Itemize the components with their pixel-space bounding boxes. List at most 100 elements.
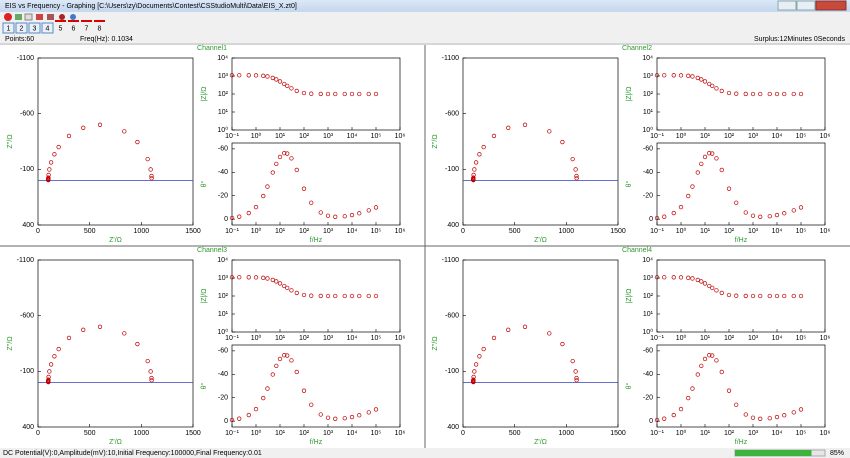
x-tick-label: 10¹ [700, 335, 711, 342]
data-point [342, 214, 347, 219]
channel-label[interactable]: 7 [85, 25, 89, 32]
x-tick-label: 10⁵ [371, 228, 382, 235]
channel-button-label[interactable]: 2 [20, 25, 24, 32]
x-tick-label: 10¹ [275, 430, 286, 437]
data-point [690, 276, 695, 281]
data-point [702, 79, 708, 84]
x-tick-label: 10² [299, 430, 310, 437]
data-point [750, 213, 756, 218]
data-point [560, 139, 565, 145]
data-point [791, 293, 796, 299]
x-tick-label: 10⁴ [347, 133, 358, 140]
data-point [253, 275, 259, 280]
data-point [229, 275, 235, 280]
data-point [547, 129, 552, 134]
x-tick-label: 10⁶ [395, 133, 406, 140]
data-point [758, 416, 763, 421]
channel-button-label[interactable]: 1 [7, 25, 11, 32]
x-tick-label: 10⁶ [395, 335, 406, 342]
x-tick-label: 10³ [748, 228, 759, 235]
channel-label[interactable]: 5 [59, 25, 63, 32]
x-tick-label: 1000 [559, 430, 575, 437]
data-point [325, 213, 331, 218]
data-point [52, 152, 57, 157]
data-point [318, 210, 323, 215]
minimize-button[interactable] [777, 0, 797, 11]
data-point [678, 204, 684, 210]
x-tick-label: 10² [724, 133, 735, 140]
data-point [686, 395, 691, 401]
data-point [301, 292, 307, 298]
tool-icon[interactable] [36, 14, 43, 20]
data-point [357, 293, 362, 299]
channel-button-label[interactable]: 3 [33, 25, 37, 32]
data-point [678, 73, 684, 78]
y-tick-label: 10² [643, 91, 654, 98]
y-tick-label: 10³ [218, 73, 229, 80]
x-tick-label: 500 [509, 430, 521, 437]
data-point [333, 91, 338, 97]
data-point [671, 412, 676, 418]
data-point [81, 327, 86, 332]
data-point [148, 369, 153, 374]
channel-button[interactable] [15, 22, 28, 34]
data-point [714, 288, 719, 293]
channel-button[interactable] [2, 22, 15, 34]
y-tick-label: -40 [218, 371, 228, 378]
channel-button-label[interactable]: 4 [46, 25, 50, 32]
data-point [325, 91, 331, 97]
axes-frame [231, 344, 401, 428]
close-button[interactable] [815, 0, 847, 11]
data-point [47, 167, 52, 172]
y-tick-label: 10² [218, 293, 229, 300]
tool-icon[interactable] [24, 13, 33, 21]
data-point [289, 358, 294, 363]
y-tick-label: -60 [643, 146, 653, 153]
x-tick-label: 10² [299, 228, 310, 235]
x-tick-label: 10⁰ [251, 132, 262, 140]
channel-label[interactable]: 8 [98, 25, 102, 32]
x-tick-label: 10⁴ [347, 228, 358, 235]
tool-icon[interactable] [47, 14, 54, 20]
channel-button[interactable] [28, 22, 41, 34]
y-tick-label: -1100 [17, 257, 34, 264]
y-tick-label: -600 [445, 313, 459, 320]
data-point [325, 293, 331, 299]
maximize-button[interactable] [796, 0, 816, 11]
stop-icon[interactable] [4, 13, 12, 21]
data-point [282, 283, 287, 289]
data-point [56, 144, 61, 150]
tool-icon[interactable] [15, 14, 22, 20]
data-point [750, 91, 756, 97]
x-tick-label: 10⁰ [676, 132, 687, 140]
y-tick-label: -100 [445, 368, 459, 375]
tool-icon[interactable] [59, 14, 65, 20]
data-point [246, 73, 251, 78]
data-point [318, 91, 323, 97]
y-axis-label: |Z|/Ω [626, 288, 633, 303]
test-params: DC Potential(V):0,Amplitude(mV):10,Initi… [3, 450, 262, 457]
channel-label[interactable]: 6 [72, 25, 76, 32]
data-point [734, 402, 739, 407]
y-tick-label: 10⁴ [217, 257, 228, 264]
data-point [366, 293, 371, 299]
data-point [471, 176, 476, 181]
data-point [699, 161, 704, 167]
data-point [767, 214, 772, 219]
tool-icon[interactable] [70, 14, 76, 20]
data-point [782, 413, 787, 418]
data-point [289, 156, 294, 161]
data-point [81, 125, 86, 130]
data-point [699, 363, 704, 369]
y-tick-label: -60 [218, 146, 228, 153]
x-axis-label: f/Hz [310, 439, 323, 446]
y-tick-label: 10⁰ [217, 328, 228, 336]
x-tick-label: 10² [724, 430, 735, 437]
channel-title: Channel4 [622, 247, 652, 254]
channel-button[interactable] [41, 22, 54, 34]
status-bar [0, 448, 850, 458]
data-point [662, 275, 667, 280]
data-point [798, 205, 804, 210]
data-point [662, 416, 667, 421]
